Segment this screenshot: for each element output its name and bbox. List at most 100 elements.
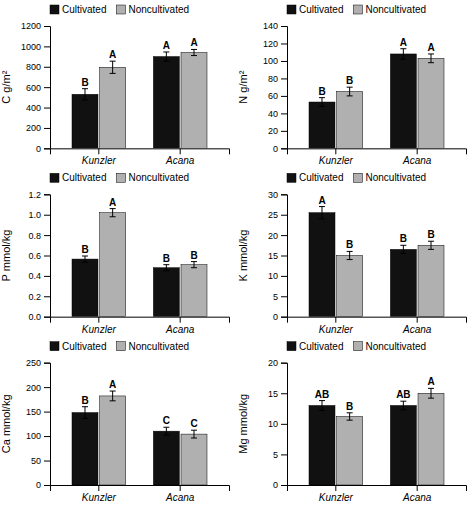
x-tick-mark xyxy=(417,317,418,323)
y-axis: 05101520 xyxy=(268,358,288,490)
y-axis-line xyxy=(44,195,51,317)
y-tick: 0 xyxy=(36,480,50,490)
error-bars xyxy=(347,388,434,420)
annotation: AB xyxy=(315,389,329,400)
x-tick: Acana xyxy=(402,485,432,503)
error-bar xyxy=(112,391,113,401)
annotation: B xyxy=(81,395,88,406)
y-axis: 050100150200250 xyxy=(26,358,51,490)
x-axis: KunzlerAcana xyxy=(288,317,467,335)
y-tick-mark xyxy=(44,87,50,88)
error-cap xyxy=(428,241,434,242)
annotations: BAAA xyxy=(81,37,197,87)
x-axis-line xyxy=(51,149,230,155)
y-tick-mark xyxy=(44,296,50,297)
x-tick: Acana xyxy=(165,148,195,166)
x-tick-mark xyxy=(180,485,181,491)
error-cap xyxy=(191,267,197,268)
plot-area xyxy=(72,391,207,485)
error-bar xyxy=(349,413,350,420)
y-tick: 50 xyxy=(31,456,50,466)
y-tick-label: 0 xyxy=(36,144,41,154)
x-tick-mark xyxy=(417,148,418,154)
y-tick-mark xyxy=(281,256,287,257)
y-tick-label: 120 xyxy=(263,39,278,49)
y-tick-mark xyxy=(281,26,287,27)
x-tick: Acana xyxy=(402,148,432,166)
y-tick-label: 10 xyxy=(268,419,278,429)
y-tick: 0 xyxy=(273,480,287,490)
y-tick-mark xyxy=(281,393,287,394)
y-tick-mark xyxy=(281,194,287,195)
error-bar xyxy=(349,87,350,96)
plot-area xyxy=(309,388,444,485)
y-axis-line xyxy=(281,27,288,149)
error-cap xyxy=(191,55,197,56)
error-cap xyxy=(110,73,116,74)
y-tick-label: 20 xyxy=(268,126,278,136)
series xyxy=(100,396,207,485)
y-tick-label: 250 xyxy=(26,358,41,368)
error-bar xyxy=(194,262,195,268)
error-cap xyxy=(347,251,353,252)
error-bars xyxy=(319,49,406,107)
y-tick-mark xyxy=(44,256,50,257)
panel: ABABBA05101520KunzlerAcanaMg mmol/kgCult… xyxy=(237,341,467,503)
legend: CultivatedNoncultivated xyxy=(50,341,189,352)
error-bar xyxy=(194,49,195,55)
y-tick-mark xyxy=(281,148,287,149)
y-tick: 140 xyxy=(263,21,287,31)
y-tick-mark xyxy=(281,235,287,236)
x-tick-label: Acana xyxy=(165,324,195,335)
y-tick-mark xyxy=(44,67,50,68)
y-tick-mark xyxy=(281,317,287,318)
error-cap xyxy=(110,61,116,62)
legend-item: Noncultivated xyxy=(353,172,426,183)
annotation: B xyxy=(190,250,197,261)
y-axis-title: N g/m² xyxy=(237,70,249,103)
y-tick-label: 0.6 xyxy=(28,251,41,261)
y-tick-label: 600 xyxy=(26,83,41,93)
series xyxy=(337,245,444,316)
annotation: C xyxy=(163,415,170,426)
y-tick-label: 60 xyxy=(268,91,278,101)
legend-label: Cultivated xyxy=(62,172,106,183)
x-tick-label: Acana xyxy=(402,492,432,503)
legend-item: Cultivated xyxy=(287,341,343,352)
annotation: B xyxy=(400,233,407,244)
error-cap xyxy=(163,270,169,271)
y-axis-title: C g/m² xyxy=(0,70,12,103)
bar xyxy=(153,431,179,485)
y-tick-mark xyxy=(44,194,50,195)
y-axis: 0.00.20.40.60.81.01.2 xyxy=(28,190,50,322)
error-bar xyxy=(112,61,113,73)
y-tick-label: 100 xyxy=(26,431,41,441)
annotation: A xyxy=(427,376,434,387)
error-bars xyxy=(110,391,197,438)
y-tick: 40 xyxy=(268,109,287,119)
x-tick-label: Acana xyxy=(165,492,195,503)
y-tick-mark xyxy=(44,128,50,129)
error-cap xyxy=(163,435,169,436)
x-tick-label: Acana xyxy=(402,324,432,335)
annotations: ABBB xyxy=(318,195,434,251)
legend-item: Cultivated xyxy=(50,172,106,183)
annotation: A xyxy=(109,49,116,60)
y-tick: 0.2 xyxy=(28,292,50,302)
error-cap xyxy=(163,427,169,428)
x-tick-label: Kunzler xyxy=(319,492,354,503)
y-tick: 1200 xyxy=(21,21,50,31)
x-tick-label: Kunzler xyxy=(82,492,117,503)
y-tick-label: 140 xyxy=(263,21,278,31)
legend-swatch xyxy=(353,173,362,182)
error-bar xyxy=(166,427,167,435)
legend-swatch xyxy=(116,5,125,14)
bar xyxy=(153,268,179,317)
error-cap xyxy=(319,218,325,219)
y-tick: 0 xyxy=(273,312,287,322)
error-bar xyxy=(166,265,167,271)
y-tick-label: 10 xyxy=(268,271,278,281)
y-tick-label: 20 xyxy=(268,230,278,240)
plot-area xyxy=(72,209,207,317)
panel: BCAC050100150200250KunzlerAcanaCa mmol/k… xyxy=(0,341,230,503)
